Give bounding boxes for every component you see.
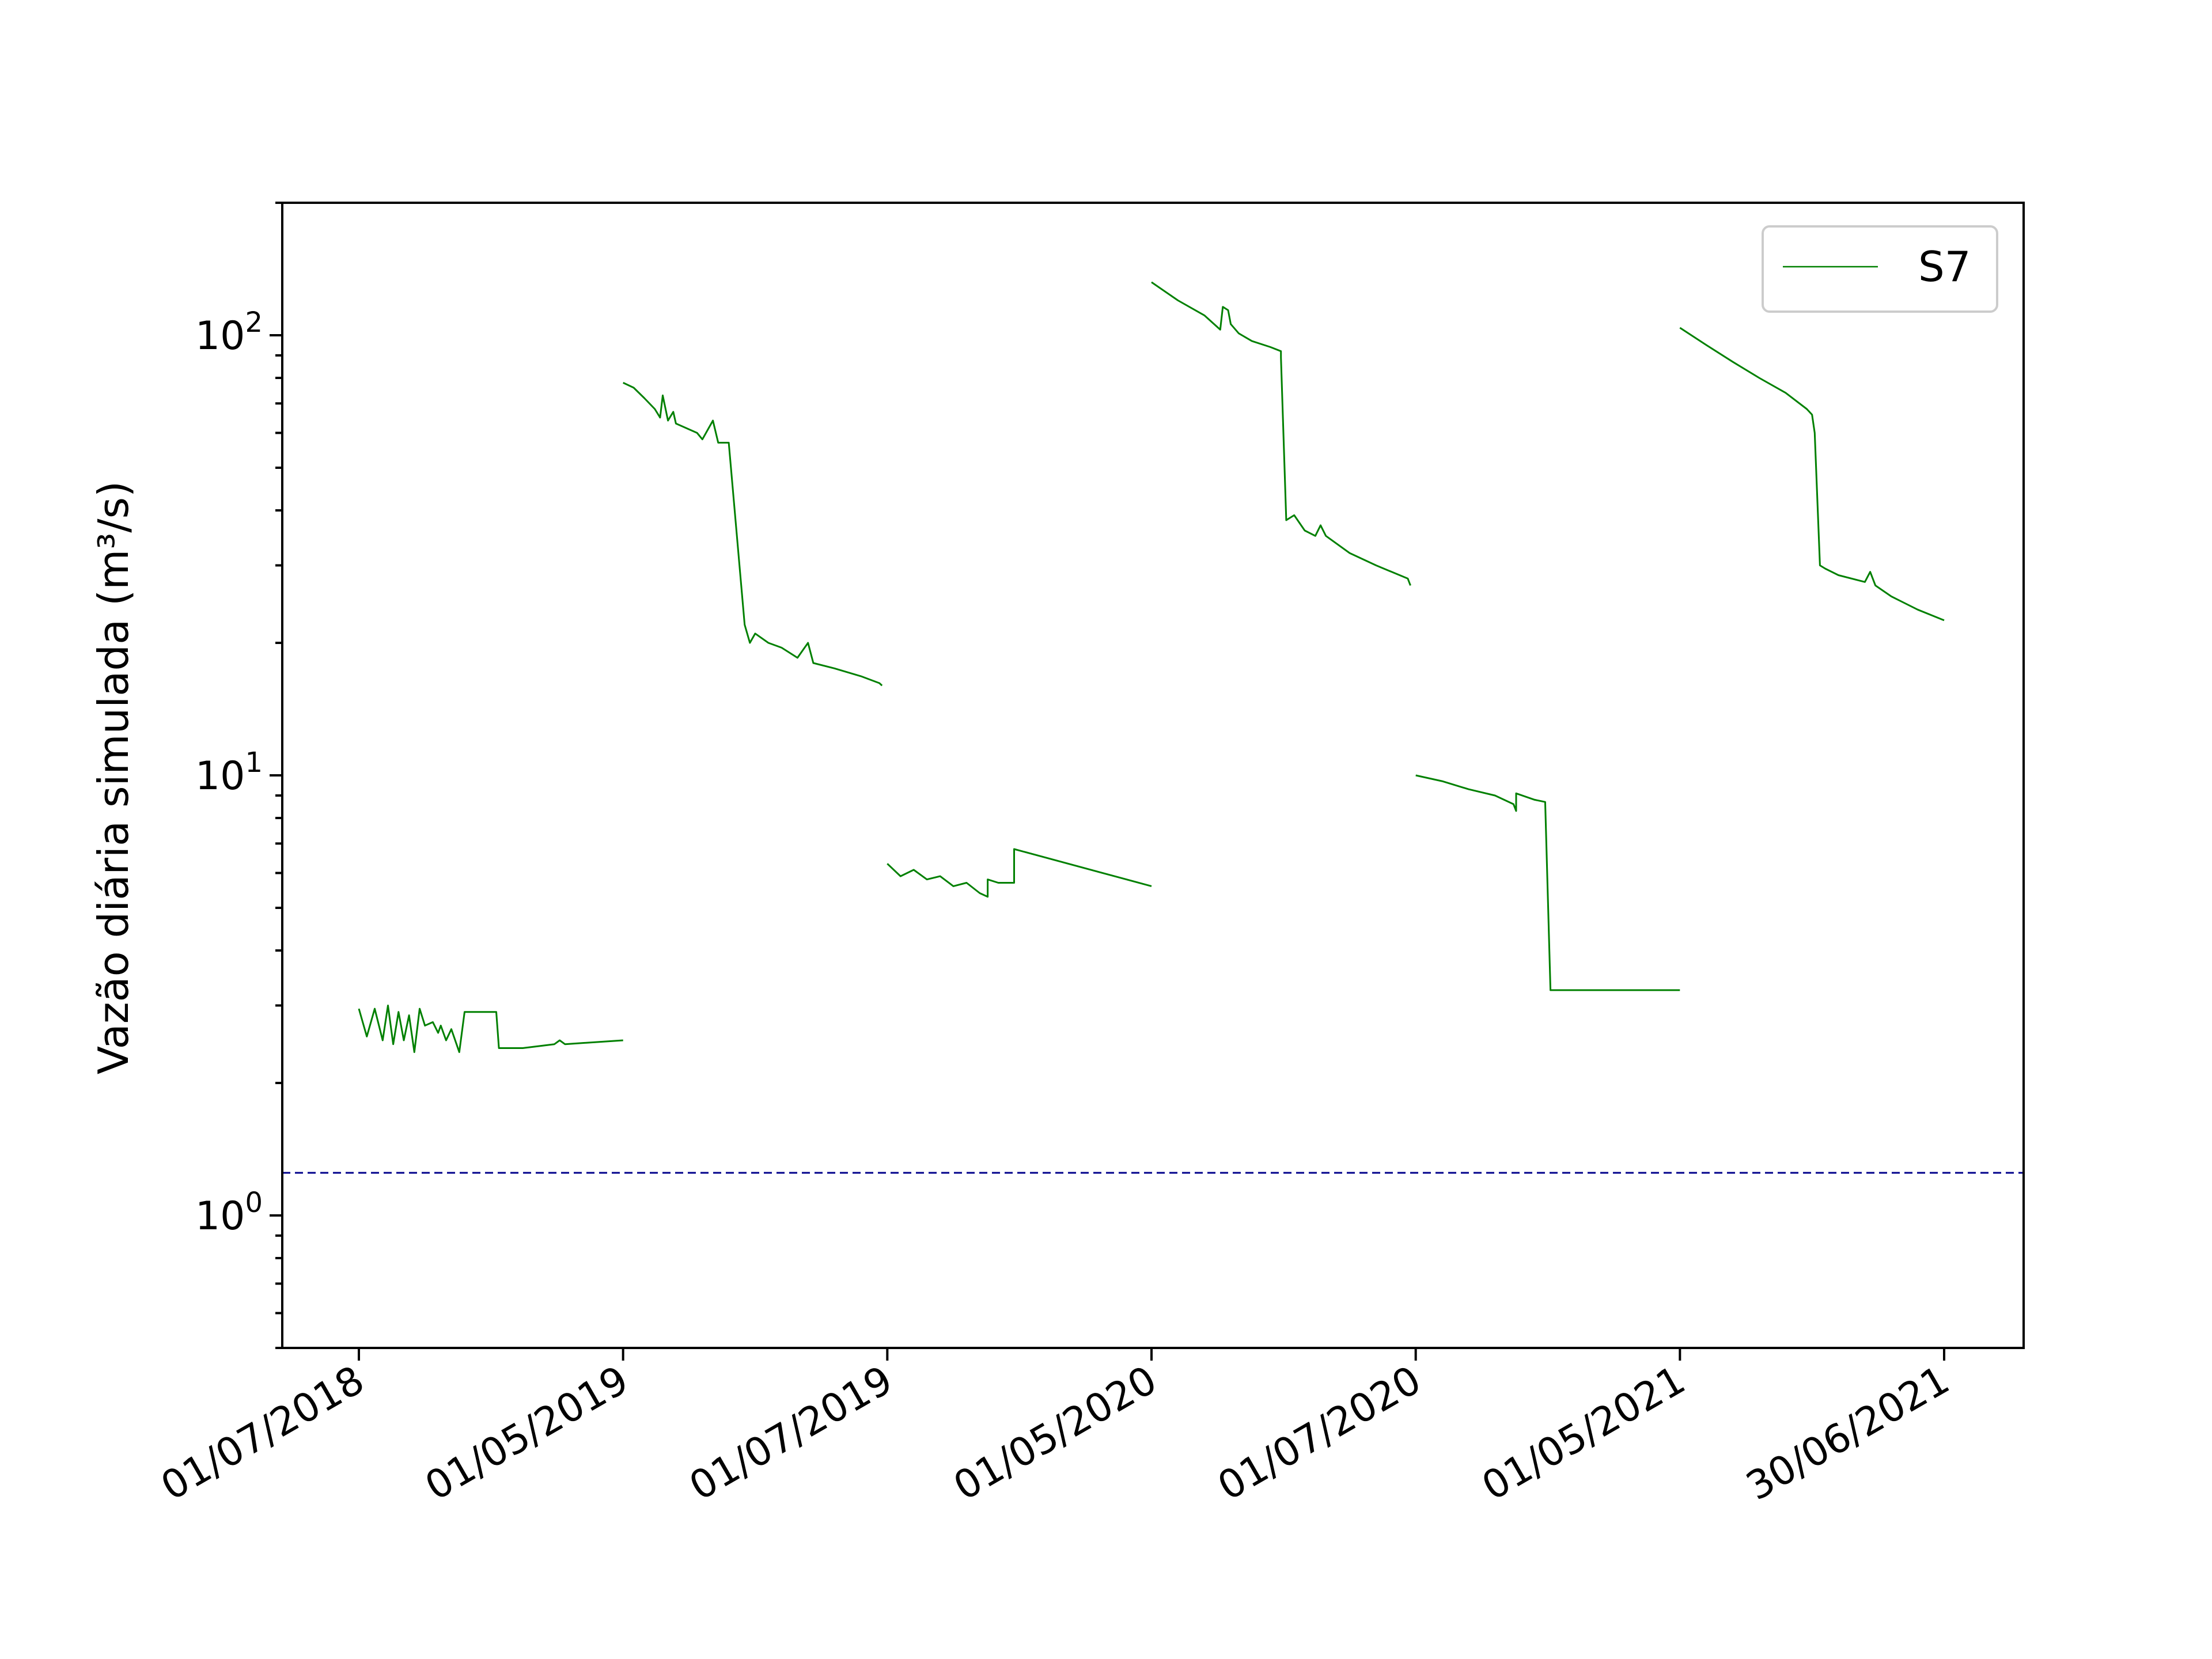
series-S7: [358, 281, 1945, 1053]
y-tick-label: 100: [195, 1187, 263, 1239]
legend-box: [1762, 225, 1998, 313]
series-line-segment-3: [887, 848, 1152, 898]
y-axis-label: Vazão diária simulada (m³/s): [89, 481, 138, 1074]
series-line-segment-6: [1679, 327, 1945, 622]
plot-frame: [281, 202, 2025, 1349]
y-tick-label: 101: [195, 747, 263, 799]
series-line-segment-2: [623, 382, 883, 687]
series-line-segment-1: [358, 1005, 623, 1053]
legend: S7: [1762, 225, 1998, 313]
y-tick-label: 102: [195, 306, 263, 359]
legend-label-S7: S7: [1918, 243, 1971, 291]
series-line-segment-5: [1415, 774, 1680, 991]
series-line-segment-4: [1151, 281, 1411, 586]
